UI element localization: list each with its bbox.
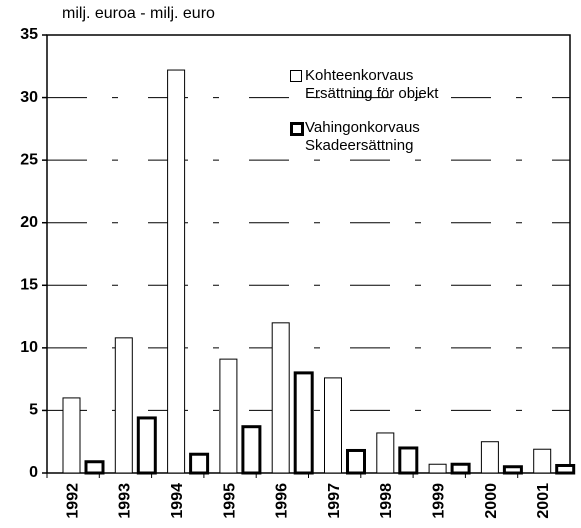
bar xyxy=(324,377,342,474)
bar xyxy=(533,448,552,474)
bar xyxy=(398,446,419,475)
legend-swatch xyxy=(290,70,302,82)
bar xyxy=(450,462,471,475)
bar xyxy=(219,358,238,474)
y-tick-label: 15 xyxy=(20,277,38,294)
bar xyxy=(555,463,576,475)
legend-label: Kohteenkorvaus Ersättning för objekt xyxy=(305,67,439,102)
y-tick-label: 0 xyxy=(29,464,38,481)
y-tick-label: 35 xyxy=(20,26,38,43)
y-tick-label: 20 xyxy=(20,214,38,231)
y-tick-label: 5 xyxy=(29,402,38,419)
chart-title: milj. euroa - milj. euro xyxy=(62,5,215,22)
y-tick-label: 30 xyxy=(20,89,38,106)
x-tick-label: 1992 xyxy=(64,483,81,519)
x-tick-label: 1995 xyxy=(221,483,238,519)
y-tick-label: 10 xyxy=(20,339,38,356)
bar xyxy=(346,448,366,475)
bar xyxy=(62,397,81,474)
bar xyxy=(136,416,157,475)
bar xyxy=(480,441,499,474)
x-tick-label: 1999 xyxy=(430,483,447,519)
x-tick-label: 1998 xyxy=(378,483,395,519)
bar xyxy=(502,465,523,475)
x-tick-label: 1993 xyxy=(117,483,134,519)
x-tick-label: 1994 xyxy=(169,483,186,519)
x-tick-label: 2000 xyxy=(483,483,500,519)
bar xyxy=(376,432,395,474)
bar xyxy=(293,371,314,475)
bar xyxy=(428,463,447,474)
bar xyxy=(114,337,133,474)
legend-swatch xyxy=(290,122,304,136)
y-tick-label: 25 xyxy=(20,151,38,168)
legend-label: Vahingonkorvaus Skadeersättning xyxy=(305,119,420,154)
bar xyxy=(167,69,186,474)
bar xyxy=(271,322,290,474)
x-tick-label: 2001 xyxy=(535,483,552,519)
bar xyxy=(241,425,262,475)
x-tick-label: 1996 xyxy=(274,483,291,519)
bar xyxy=(189,452,210,475)
x-tick-label: 1997 xyxy=(326,483,343,519)
bar xyxy=(84,460,105,475)
